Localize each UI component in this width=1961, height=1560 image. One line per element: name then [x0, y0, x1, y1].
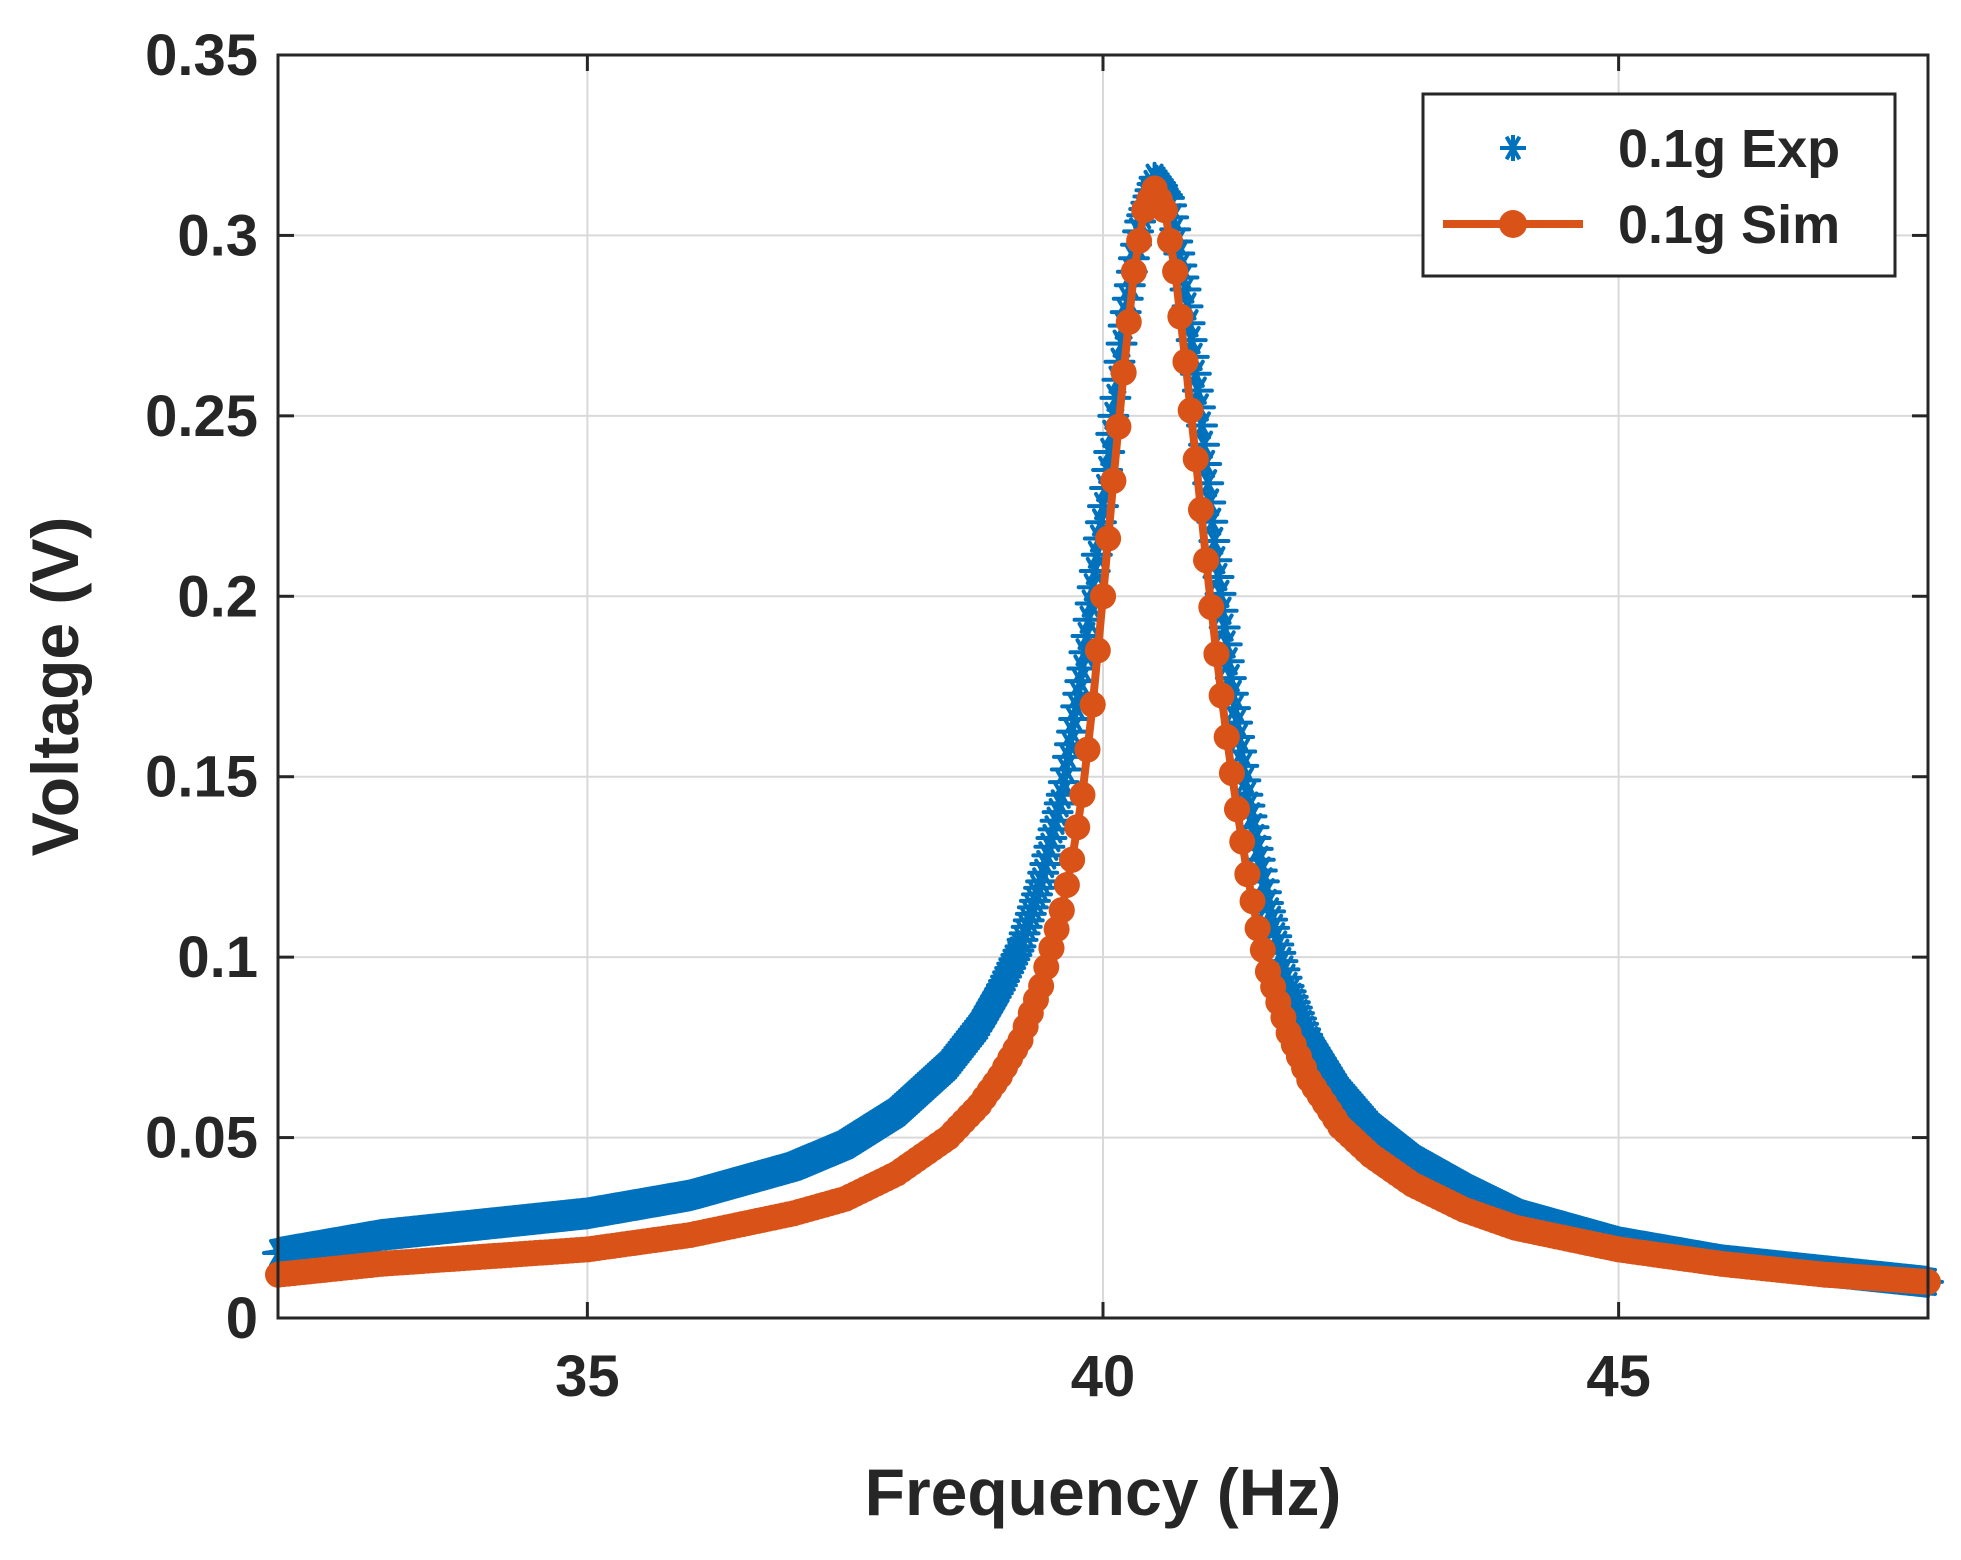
- sim-point: [1208, 682, 1235, 709]
- sim-point: [1167, 303, 1194, 330]
- sim-point: [1074, 736, 1101, 763]
- sim-point: [1090, 583, 1116, 610]
- sim-point: [1224, 796, 1251, 823]
- sim-point: [1079, 691, 1106, 718]
- sim-point: [1249, 936, 1276, 963]
- series-layer: [262, 161, 1944, 1298]
- sim-point: [1048, 897, 1075, 924]
- sim-point: [1218, 760, 1245, 787]
- sim-point: [1234, 861, 1261, 888]
- y-axis-title: Voltage (V): [18, 517, 92, 857]
- y-tick-label: 0.05: [145, 1106, 258, 1171]
- sim-point: [1177, 397, 1204, 424]
- sim-point: [1193, 547, 1220, 574]
- y-tick-label: 0.35: [145, 23, 258, 88]
- sim-point: [1110, 359, 1137, 386]
- sim-point: [1244, 915, 1271, 942]
- sim-point: [1198, 594, 1225, 621]
- sim-point: [1182, 446, 1209, 473]
- sim-point: [1105, 413, 1132, 440]
- x-tick-label: 45: [1586, 1344, 1651, 1409]
- sim-point: [1120, 258, 1147, 285]
- sim-point: [1239, 888, 1266, 915]
- sim-point: [1265, 989, 1292, 1016]
- y-tick-label: 0.15: [145, 745, 258, 810]
- series-sim: [265, 175, 1941, 1295]
- y-tick-label: 0.25: [145, 384, 258, 449]
- legend: 0.1g Exp 0.1g Sim: [1421, 92, 1897, 278]
- sim-point: [1229, 828, 1256, 855]
- y-tick-label: 0.1: [177, 925, 258, 990]
- legend-sim-marker: [1499, 210, 1527, 238]
- x-axis-title: Frequency (Hz): [865, 1455, 1342, 1529]
- sim-point: [1126, 227, 1153, 254]
- sim-point: [1157, 227, 1184, 254]
- legend-items: 0.1g Exp 0.1g Sim: [1443, 119, 1840, 255]
- sim-point: [1100, 467, 1127, 494]
- sim-point: [1084, 637, 1111, 664]
- legend-box: [1421, 92, 1897, 278]
- sim-point: [1115, 309, 1142, 336]
- ticks: 35 40 45 0 0.05 0.1 0.15 0.2 0.25 0.3 0.35: [145, 23, 1928, 1409]
- sim-point: [1187, 496, 1214, 523]
- x-tick-label: 40: [1071, 1344, 1136, 1409]
- sim-point: [1203, 641, 1230, 668]
- sim-point: [1053, 871, 1080, 898]
- sim-point: [1213, 724, 1240, 751]
- sim-point: [1172, 348, 1199, 375]
- legend-exp-marker: [1500, 135, 1526, 161]
- sim-point: [1151, 197, 1178, 224]
- sim-point: [1059, 846, 1086, 873]
- x-tick-label: 35: [555, 1344, 620, 1409]
- y-tick-label: 0: [226, 1286, 258, 1351]
- sim-point: [1069, 781, 1096, 808]
- sim-point: [1095, 525, 1122, 552]
- legend-exp-label: 0.1g Exp: [1618, 119, 1840, 179]
- y-tick-label: 0.2: [177, 564, 258, 629]
- legend-sim-label: 0.1g Sim: [1618, 195, 1840, 255]
- y-tick-label: 0.3: [177, 203, 258, 268]
- sim-point: [1064, 814, 1091, 841]
- sim-point: [1162, 258, 1189, 285]
